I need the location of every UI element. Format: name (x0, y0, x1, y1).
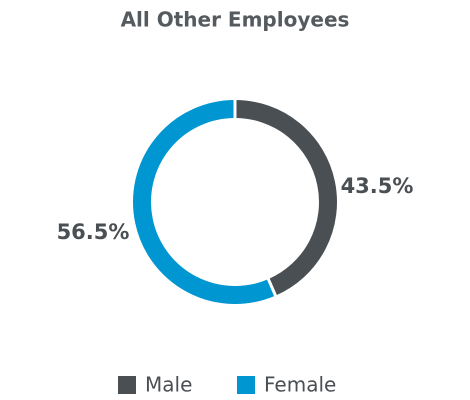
segment-separator (266, 277, 278, 298)
value-label: 43.5% (341, 174, 414, 198)
legend-label: Male (145, 373, 192, 397)
donut-segment (133, 100, 276, 304)
legend-label: Female (264, 373, 336, 397)
legend-swatch (118, 376, 136, 394)
chart-title: All Other Employees (121, 8, 350, 32)
legend-swatch (237, 376, 255, 394)
donut-segment (234, 100, 337, 296)
value-label: 56.5% (57, 220, 130, 244)
